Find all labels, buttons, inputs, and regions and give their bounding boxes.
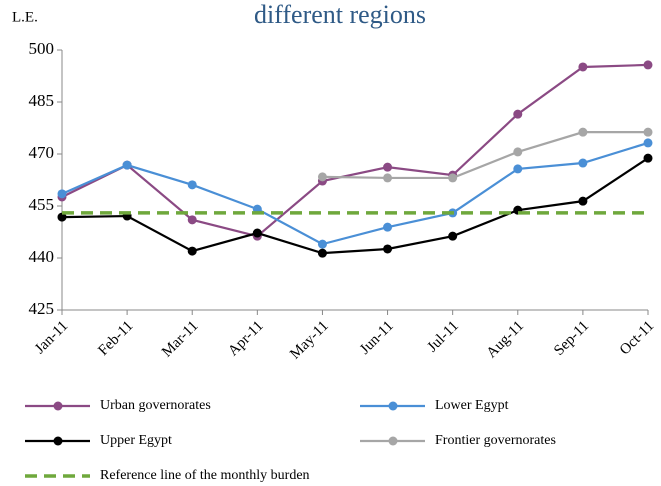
legend-marker <box>388 401 398 411</box>
point <box>383 244 393 254</box>
point <box>643 153 653 163</box>
point <box>187 246 197 256</box>
y-axis-label: L.E. <box>12 9 38 25</box>
series-line <box>61 157 649 255</box>
series-line <box>322 131 648 180</box>
point <box>643 138 653 148</box>
point <box>448 231 458 241</box>
x-tick-label: Jun-11 <box>357 318 397 358</box>
point <box>57 212 67 222</box>
x-tick-label: May-11 <box>287 318 332 363</box>
point <box>383 222 393 232</box>
legend-label: Upper Egypt <box>100 433 172 448</box>
x-tick-label: Mar-11 <box>159 318 202 361</box>
y-tick-label: 425 <box>29 299 55 318</box>
x-tick-label: Jul-11 <box>424 318 461 355</box>
point <box>317 172 327 182</box>
y-tick-label: 470 <box>29 143 55 162</box>
point <box>578 158 588 168</box>
legend-label: Lower Egypt <box>435 398 509 413</box>
point <box>317 248 327 258</box>
series-line <box>61 141 649 246</box>
point <box>643 127 653 137</box>
point <box>448 173 458 183</box>
legend-marker <box>53 436 63 446</box>
legend-label: Frontier governorates <box>435 433 556 448</box>
point <box>122 160 132 170</box>
legend-label: Urban governorates <box>100 398 211 413</box>
point <box>578 62 588 72</box>
legend-marker <box>388 436 398 446</box>
point <box>252 228 262 238</box>
point <box>513 147 523 157</box>
point <box>57 189 67 199</box>
point <box>187 180 197 190</box>
point <box>578 127 588 137</box>
y-tick-label: 440 <box>29 247 55 266</box>
y-tick-label: 485 <box>29 91 55 110</box>
point <box>317 239 327 249</box>
x-tick-label: Feb-11 <box>95 318 136 359</box>
point <box>383 162 393 172</box>
point <box>578 196 588 206</box>
point <box>513 164 523 174</box>
x-tick-label: Oct-11 <box>617 318 657 358</box>
x-tick-label: Sep-11 <box>551 318 592 359</box>
point <box>513 109 523 119</box>
x-tick-label: Jan-11 <box>32 318 71 357</box>
point <box>383 173 393 183</box>
legend-label: Reference line of the monthly burden <box>100 468 310 483</box>
point <box>643 60 653 70</box>
legend-marker <box>53 401 63 411</box>
series-line <box>61 63 649 238</box>
y-tick-label: 500 <box>29 39 55 58</box>
chart-title: different regions <box>254 0 426 29</box>
y-tick-label: 455 <box>29 195 55 214</box>
x-tick-label: Apr-11 <box>225 318 266 359</box>
x-tick-label: Aug-11 <box>484 318 527 361</box>
point <box>187 215 197 225</box>
